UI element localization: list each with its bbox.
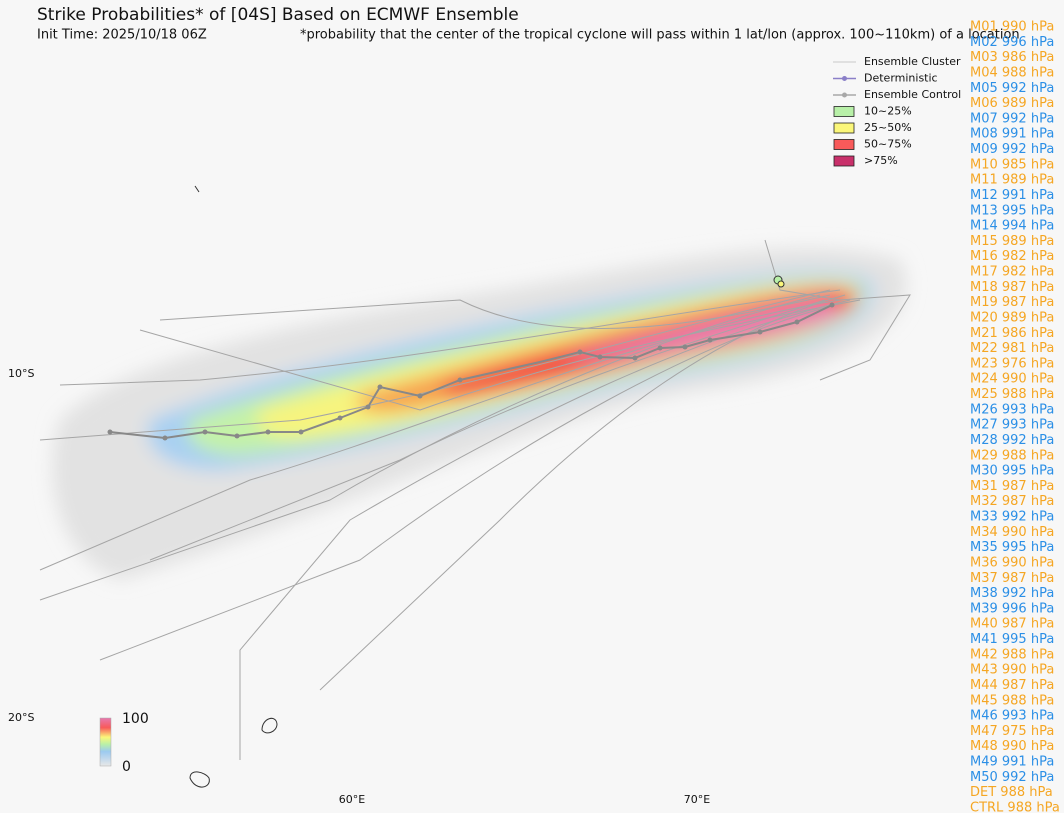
note: *probability that the center of the trop…: [300, 28, 1020, 43]
member-pressure: M26 993 hPa: [970, 402, 1054, 417]
member-pressure: M21 986 hPa: [970, 326, 1054, 341]
legend-swatch: [833, 122, 855, 134]
member-pressure: M50 992 hPa: [970, 770, 1054, 785]
control-track: [109, 304, 833, 440]
member-pressure: M18 987 hPa: [970, 280, 1054, 295]
title: Strike Probabilities* of [04S] Based on …: [37, 5, 519, 25]
member-pressure: M37 987 hPa: [970, 571, 1054, 586]
legend-swatch: [833, 155, 855, 167]
member-pressure: M28 992 hPa: [970, 433, 1054, 448]
member-pressure: M45 988 hPa: [970, 693, 1054, 708]
control-points: [107, 302, 835, 441]
member-pressure: M29 988 hPa: [970, 448, 1054, 463]
member-pressure: M12 991 hPa: [970, 188, 1054, 203]
member-pressure: M19 987 hPa: [970, 295, 1054, 310]
member-pressure: M15 989 hPa: [970, 234, 1054, 249]
member-pressure: M39 996 hPa: [970, 601, 1054, 616]
member-pressure: M38 992 hPa: [970, 586, 1054, 601]
legend-label: Ensemble Control: [864, 88, 961, 101]
member-pressure: M42 988 hPa: [970, 647, 1054, 662]
ensemble-tracks: [39, 239, 911, 760]
member-pressure: M01 990 hPa: [970, 20, 1054, 35]
member-pressure: M36 990 hPa: [970, 555, 1054, 570]
member-pressure: M49 991 hPa: [970, 755, 1054, 770]
member-pressure: M47 975 hPa: [970, 724, 1054, 739]
legend-label: 50~75%: [864, 138, 912, 151]
member-pressure: M40 987 hPa: [970, 617, 1054, 632]
legend-marker: [842, 92, 847, 98]
legend-label: >75%: [864, 154, 898, 167]
member-pressure: M27 993 hPa: [970, 418, 1054, 433]
member-pressure: DET 988 hPa: [970, 785, 1053, 800]
member-pressure: M04 988 hPa: [970, 65, 1054, 80]
member-pressure: M41 995 hPa: [970, 632, 1054, 647]
member-pressure: M31 987 hPa: [970, 479, 1054, 494]
member-pressure: M13 995 hPa: [970, 203, 1054, 218]
member-pressure: M08 991 hPa: [970, 127, 1054, 142]
member-pressure: M16 982 hPa: [970, 249, 1054, 264]
member-pressure: M09 992 hPa: [970, 142, 1054, 157]
current-position: [777, 280, 785, 288]
member-pressure: M03 986 hPa: [970, 50, 1054, 65]
member-pressure: M44 987 hPa: [970, 678, 1054, 693]
colorbar-max: 100: [122, 711, 149, 727]
member-pressure: M02 996 hPa: [970, 35, 1054, 50]
member-pressure: M07 992 hPa: [970, 111, 1054, 126]
member-pressure: M32 987 hPa: [970, 494, 1054, 509]
member-pressure: M11 989 hPa: [970, 173, 1054, 188]
member-pressure: M17 982 hPa: [970, 265, 1054, 280]
legend-label: Deterministic: [864, 72, 938, 85]
member-pressure: M24 990 hPa: [970, 372, 1054, 387]
lat-label: 20°S: [8, 711, 34, 724]
legend-label: 25~50%: [864, 121, 912, 134]
member-pressure: M23 976 hPa: [970, 356, 1054, 371]
legend-swatch: [833, 139, 855, 150]
legend-marker: [842, 76, 847, 81]
member-pressure: M30 995 hPa: [970, 464, 1054, 479]
member-pressure: M25 988 hPa: [970, 387, 1054, 402]
colorbar-min: 0: [122, 759, 131, 775]
lon-label: 60°E: [339, 793, 365, 806]
member-pressure: M43 990 hPa: [970, 663, 1054, 678]
member-pressure: M48 990 hPa: [970, 739, 1054, 754]
member-pressure: M06 989 hPa: [970, 96, 1054, 111]
islands: [189, 185, 278, 788]
legend-label: Ensemble Cluster: [864, 55, 961, 68]
member-pressure: M22 981 hPa: [970, 341, 1054, 356]
member-pressure: M34 990 hPa: [970, 525, 1054, 540]
lon-label: 70°E: [684, 793, 710, 806]
init-time: Init Time: 2025/10/18 06Z: [37, 28, 207, 43]
member-pressure: M20 989 hPa: [970, 310, 1054, 325]
member-pressure: M46 993 hPa: [970, 709, 1054, 724]
legend-label: 10~25%: [864, 105, 912, 118]
member-pressure: M35 995 hPa: [970, 540, 1054, 555]
member-pressure: M05 992 hPa: [970, 81, 1054, 96]
member-pressure: CTRL 988 hPa: [970, 801, 1060, 813]
colorbar: [99, 717, 112, 767]
member-pressure: M33 992 hPa: [970, 510, 1054, 525]
legend-swatch: [833, 106, 855, 117]
member-pressure: M10 985 hPa: [970, 157, 1054, 172]
lat-label: 10°S: [8, 367, 34, 380]
member-pressure: M14 994 hPa: [970, 219, 1054, 234]
